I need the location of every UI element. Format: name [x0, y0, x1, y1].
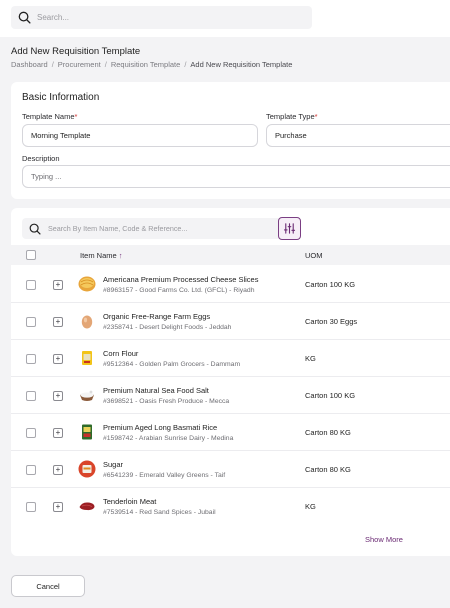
page-title: Add New Requisition Template: [11, 46, 141, 57]
breadcrumb-separator: /: [184, 60, 187, 69]
item-details: #2358741 - Desert Delight Foods - Jeddah: [103, 324, 232, 331]
filter-button[interactable]: [278, 217, 301, 240]
basic-information-heading: Basic Information: [22, 92, 100, 103]
description-label: Description: [22, 154, 60, 163]
item-search-input[interactable]: Search By Item Name, Code & Reference...: [22, 218, 282, 239]
basic-information-card: Basic Information Template Name* Morning…: [11, 82, 450, 199]
table-row[interactable]: + Sugar #6541239 - Emerald Valley Greens…: [11, 451, 450, 488]
row-checkbox[interactable]: [26, 354, 36, 364]
top-bar: Search...: [0, 0, 450, 37]
cancel-button[interactable]: Cancel: [11, 575, 85, 597]
item-details: #7539514 - Red Sand Spices - Jubail: [103, 509, 216, 516]
row-checkbox[interactable]: [26, 428, 36, 438]
item-name: Tenderloin Meat: [103, 497, 157, 506]
egg-icon: [81, 315, 93, 329]
items-card: Search By Item Name, Code & Reference...…: [11, 208, 450, 556]
item-uom: Carton 80 KG: [305, 428, 351, 437]
item-name: Corn Flour: [103, 349, 139, 358]
item-name: Organic Free-Range Farm Eggs: [103, 312, 211, 321]
item-details: #8963157 - Good Farms Co. Ltd. (GFCL) - …: [103, 287, 255, 294]
search-icon: [18, 11, 31, 24]
item-uom: Carton 100 KG: [305, 391, 356, 400]
expand-row-icon[interactable]: +: [53, 465, 63, 475]
sort-ascending-icon: ↑: [118, 250, 123, 260]
row-checkbox[interactable]: [26, 280, 36, 290]
global-search-input[interactable]: Search...: [11, 6, 312, 29]
item-details: #9512364 - Golden Palm Grocers - Dammam: [103, 361, 241, 368]
global-search-placeholder: Search...: [37, 13, 70, 22]
table-row[interactable]: + Corn Flour #9512364 - Golden Palm Groc…: [11, 340, 450, 377]
breadcrumb-requisition-template[interactable]: Requisition Template: [110, 60, 181, 69]
table-row[interactable]: + Americana Premium Processed Cheese Sli…: [11, 266, 450, 303]
expand-row-icon[interactable]: +: [53, 280, 63, 290]
item-uom: KG: [305, 354, 316, 363]
breadcrumb-dashboard[interactable]: Dashboard: [11, 60, 48, 69]
required-mark: *: [74, 112, 78, 121]
breadcrumb-separator: /: [104, 60, 107, 69]
breadcrumb-separator: /: [51, 60, 54, 69]
expand-row-icon[interactable]: +: [53, 391, 63, 401]
description-input[interactable]: Typing ...: [22, 165, 450, 188]
item-search-placeholder: Search By Item Name, Code & Reference...: [48, 224, 188, 233]
item-name: Sugar: [103, 460, 124, 469]
template-name-input[interactable]: Morning Template: [22, 124, 258, 147]
cheese-icon: [78, 276, 96, 292]
sliders-icon: [283, 223, 296, 234]
rice-bag-icon: [82, 424, 92, 440]
table-row[interactable]: + Premium Aged Long Basmati Rice #159874…: [11, 414, 450, 451]
sugar-pack-icon: [78, 460, 96, 478]
template-name-label: Template Name*: [22, 112, 78, 121]
item-name: Americana Premium Processed Cheese Slice…: [103, 275, 259, 284]
table-row[interactable]: + Premium Natural Sea Food Salt #3698521…: [11, 377, 450, 414]
item-details: #1598742 - Arabian Sunrise Dairy - Medin…: [103, 435, 234, 442]
column-header-item-name[interactable]: Item Name ↑: [80, 250, 123, 260]
show-more-link[interactable]: Show More: [365, 535, 403, 544]
expand-row-icon[interactable]: +: [53, 502, 63, 512]
breadcrumb: Dashboard / Procurement / Requisition Te…: [11, 60, 292, 69]
item-details: #3698521 - Oasis Fresh Produce - Mecca: [103, 398, 230, 405]
row-checkbox[interactable]: [26, 317, 36, 327]
row-checkbox[interactable]: [26, 465, 36, 475]
item-uom: Carton 100 KG: [305, 280, 356, 289]
flour-bag-icon: [82, 351, 92, 365]
search-icon: [29, 223, 41, 235]
row-checkbox[interactable]: [26, 502, 36, 512]
expand-row-icon[interactable]: +: [53, 354, 63, 364]
item-details: #6541239 - Emerald Valley Greens - Taif: [103, 472, 226, 479]
template-type-select[interactable]: Purchase: [266, 124, 450, 147]
breadcrumb-procurement[interactable]: Procurement: [57, 60, 101, 69]
column-header-uom[interactable]: UOM: [305, 250, 323, 260]
meat-icon: [79, 502, 95, 511]
expand-row-icon[interactable]: +: [53, 317, 63, 327]
item-uom: KG: [305, 502, 316, 511]
table-header: Item Name ↑ UOM: [11, 245, 450, 265]
select-all-checkbox[interactable]: [26, 250, 36, 260]
breadcrumb-current: Add New Requisition Template: [190, 60, 293, 69]
table-row[interactable]: + Organic Free-Range Farm Eggs #2358741 …: [11, 303, 450, 340]
item-uom: Carton 80 KG: [305, 465, 351, 474]
row-checkbox[interactable]: [26, 391, 36, 401]
required-mark: *: [314, 112, 318, 121]
template-type-label: Template Type*: [266, 112, 318, 121]
item-name: Premium Aged Long Basmati Rice: [103, 423, 218, 432]
table-row[interactable]: + Tenderloin Meat #7539514 - Red Sand Sp…: [11, 488, 450, 525]
expand-row-icon[interactable]: +: [53, 428, 63, 438]
salt-bowl-icon: [80, 390, 94, 401]
item-uom: Carton 30 Eggs: [305, 317, 358, 326]
item-name: Premium Natural Sea Food Salt: [103, 386, 209, 395]
